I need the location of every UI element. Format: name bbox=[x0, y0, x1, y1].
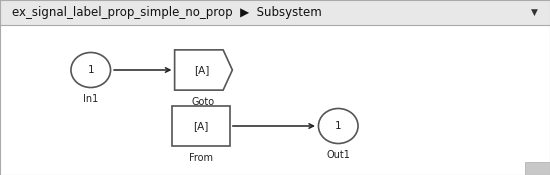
Text: Goto: Goto bbox=[192, 97, 215, 107]
Text: 1: 1 bbox=[335, 121, 342, 131]
Text: 1: 1 bbox=[87, 65, 94, 75]
Text: [A]: [A] bbox=[193, 121, 208, 131]
Text: In1: In1 bbox=[83, 94, 98, 104]
Text: Out1: Out1 bbox=[326, 150, 350, 160]
Text: From: From bbox=[189, 153, 213, 163]
Ellipse shape bbox=[318, 108, 358, 144]
Text: ex_signal_label_prop_simple_no_prop  ▶  Subsystem: ex_signal_label_prop_simple_no_prop ▶ Su… bbox=[12, 6, 322, 19]
Text: ▼: ▼ bbox=[531, 8, 538, 17]
FancyBboxPatch shape bbox=[525, 162, 550, 175]
Polygon shape bbox=[175, 50, 232, 90]
Ellipse shape bbox=[71, 52, 111, 88]
FancyBboxPatch shape bbox=[172, 106, 230, 146]
FancyBboxPatch shape bbox=[0, 0, 550, 25]
Text: [A]: [A] bbox=[194, 65, 210, 75]
